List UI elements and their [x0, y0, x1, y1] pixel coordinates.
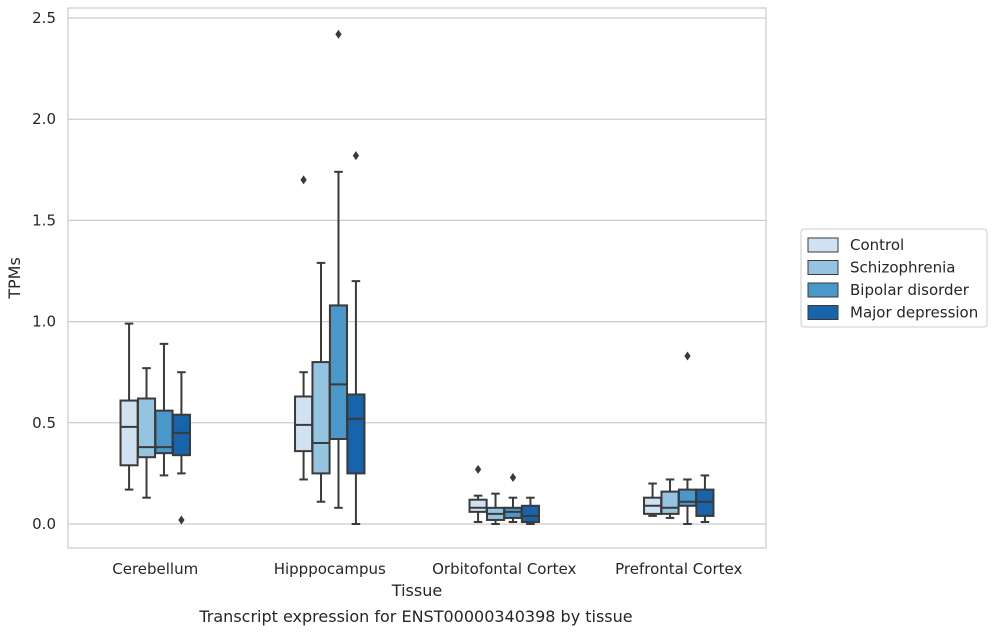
outlier-point [474, 464, 482, 474]
y-tick-label: 2.5 [32, 9, 56, 27]
y-axis-label: TPMs [5, 257, 24, 300]
outlier-point [300, 175, 307, 185]
x-tick-label: Hipppocampus [274, 560, 386, 578]
box [328, 304, 349, 440]
x-tick-label: Orbitofontal Cortex [432, 560, 576, 578]
box [346, 393, 366, 475]
legend-swatch [807, 237, 839, 253]
y-tick-label: 2.0 [32, 110, 56, 128]
series-bipolar-disorder [154, 29, 698, 525]
legend-items: Control Schizophrenia Bipolar disorder Majo… [807, 236, 978, 322]
y-tick-label: 1.0 [32, 313, 56, 331]
box-series [119, 29, 715, 525]
y-tick-label: 0.0 [32, 515, 56, 533]
legend-swatch [807, 260, 839, 275]
legend-frame [800, 228, 988, 328]
box [520, 504, 540, 523]
x-axis-label: Tissue [391, 581, 442, 600]
legend: Control Schizophrenia Bipolar disorder Majo… [800, 228, 988, 328]
outlier-point [352, 151, 360, 161]
chart-caption: Transcript expression for ENST0000034039… [198, 607, 632, 626]
box [677, 488, 698, 507]
legend-label: Control [850, 236, 904, 254]
box [503, 506, 523, 519]
legend-label: Schizophrenia [850, 259, 955, 277]
series-control [119, 175, 663, 523]
box [294, 395, 314, 453]
box [468, 498, 488, 513]
box [119, 399, 139, 467]
box [171, 413, 191, 457]
outlier-point [178, 515, 185, 525]
legend-swatch [807, 282, 839, 298]
legend-swatch [807, 305, 839, 320]
x-tick-label: Prefrontal Cortex [615, 560, 742, 578]
outlier-point [509, 472, 517, 482]
legend-label: Bipolar disorder [850, 281, 970, 299]
legend-label: Major depression [850, 304, 978, 322]
outlier-point [335, 29, 342, 39]
box [311, 361, 331, 475]
plot-area [67, 7, 767, 549]
box [660, 490, 680, 515]
outlier-point [684, 351, 691, 361]
x-axis-ticks: Cerebellum Hipppocampus Orbitofontal Corte… [112, 560, 742, 578]
y-axis-ticks: 0.0 0.5 1.0 1.5 2.0 2.5 [32, 9, 56, 533]
box [695, 488, 715, 517]
series-schizophrenia [136, 261, 680, 525]
y-tick-label: 0.5 [32, 414, 56, 432]
x-tick-label: Cerebellum [112, 560, 198, 578]
box [136, 397, 157, 459]
series-major-depression [171, 151, 715, 525]
plot-frame [67, 7, 767, 549]
y-tick-label: 1.5 [32, 211, 56, 229]
